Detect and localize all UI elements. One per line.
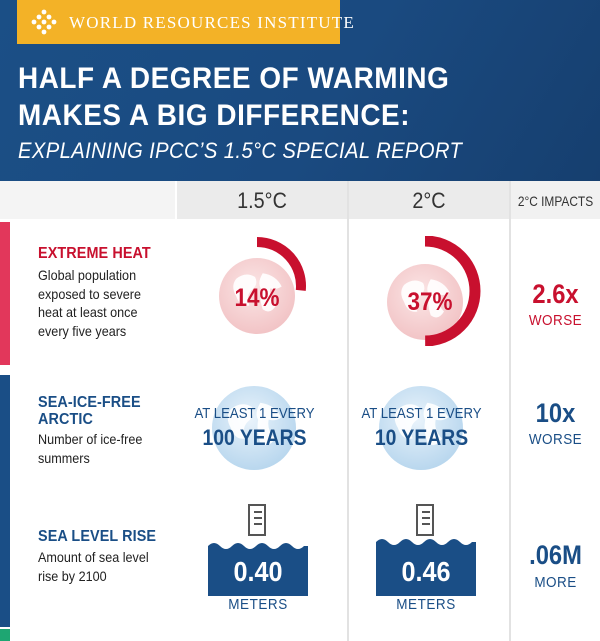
row-title-extreme-heat: EXTREME HEAT: [38, 245, 151, 262]
column-divider: [347, 181, 349, 641]
label-column-band: [0, 181, 175, 219]
sea-value-2: 0.46: [401, 556, 451, 587]
row-desc-sea-level: Amount of sea level rise by 2100: [38, 548, 149, 585]
title-line-1: HALF A DEGREE OF WARMING: [18, 62, 450, 95]
impact-sea-word: MORE: [534, 574, 577, 591]
impact-heat-value: 2.6x: [532, 279, 579, 309]
blue-accent-bar: [0, 375, 10, 627]
sea-value-1-5: 0.40: [233, 556, 283, 587]
desc-line: every five years: [38, 322, 127, 339]
wri-logo-icon: [31, 9, 57, 35]
desc-line: heat at least once: [38, 304, 138, 320]
row-desc-arctic: Number of ice-free summers: [38, 430, 142, 467]
title-line: ARCTIC: [38, 411, 93, 428]
title-line-2: MAKES A BIG DIFFERENCE:: [18, 99, 411, 132]
green-accent-bar: [0, 629, 10, 641]
desc-line: Amount of sea level: [38, 549, 149, 565]
column-header-1-5: 1.5°C: [237, 188, 287, 213]
sea-unit-1-5: METERS: [228, 596, 288, 613]
organization-name: WORLD RESOURCES INSTITUTE: [69, 13, 355, 32]
impact-sea-value: .06M: [529, 540, 582, 570]
impact-ice-value: 10x: [535, 398, 576, 428]
column-header-impacts: 2°C IMPACTS: [517, 193, 594, 209]
column-band-1-5: [177, 181, 347, 219]
desc-line: summers: [38, 449, 90, 466]
desc-line: rise by 2100: [38, 567, 107, 584]
ice-text-top-2: AT LEAST 1 EVERY: [361, 405, 482, 422]
sea-gauge-1-5-icon: [208, 504, 308, 596]
column-divider: [509, 181, 511, 641]
ice-globe-1-5-icon: [212, 386, 296, 470]
desc-line: Global population: [38, 267, 137, 283]
row-desc-extreme-heat: Global population exposed to severe heat…: [38, 266, 141, 340]
desc-line: exposed to severe: [38, 285, 141, 302]
header-banner: WORLD RESOURCES INSTITUTE HALF A DEGREE …: [0, 0, 600, 181]
column-band-2: [349, 181, 509, 219]
heat-globe-2-icon: [387, 236, 481, 346]
row-title-arctic: SEA-ICE-FREE ARCTIC: [38, 394, 141, 428]
ice-globe-2-icon: [379, 386, 463, 470]
sea-gauge-2-icon: [376, 504, 476, 596]
brand-bar: WORLD RESOURCES INSTITUTE: [17, 0, 354, 44]
heat-accent-bar: [0, 222, 10, 365]
ice-text-big-2: 10 YEARS: [374, 425, 469, 450]
ice-text-top-1-5: AT LEAST 1 EVERY: [194, 405, 315, 422]
heat-value-2: 37%: [407, 288, 453, 316]
sea-unit-2: METERS: [396, 596, 456, 613]
column-header-2: 2°C: [412, 188, 446, 213]
ice-text-big-1-5: 100 YEARS: [202, 425, 307, 450]
column-band-impacts: [511, 181, 600, 219]
heat-globe-1-5-icon: [219, 237, 306, 334]
impact-ice-word: WORSE: [528, 431, 583, 448]
impact-heat-word: WORSE: [528, 312, 583, 329]
title-line: SEA-ICE-FREE: [38, 394, 141, 411]
row-title-sea-level: SEA LEVEL RISE: [38, 528, 157, 545]
desc-line: Number of ice-free: [38, 431, 143, 447]
heat-value-1-5: 14%: [234, 284, 280, 312]
subtitle: EXPLAINING IPCC’S 1.5°C SPECIAL REPORT: [18, 138, 463, 163]
